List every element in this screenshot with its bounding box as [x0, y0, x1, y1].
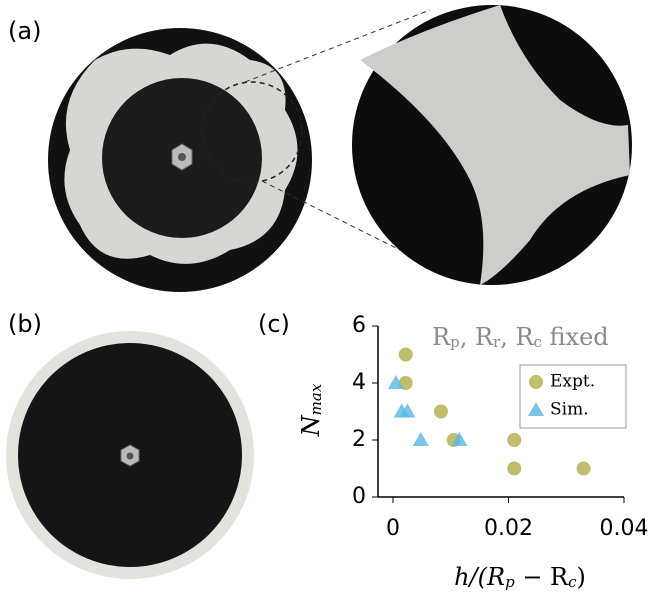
x-axis-label: h/(Rp − Rc): [454, 563, 586, 591]
annotation-part: , R: [500, 323, 534, 351]
point: [434, 405, 448, 419]
annotation-part: R: [432, 323, 451, 351]
x-label-part: − R: [515, 563, 569, 591]
legend-label: Sim.: [550, 400, 589, 420]
legend-label: Expt.: [550, 372, 595, 392]
y-label-part: max: [307, 383, 325, 415]
point: [577, 462, 591, 476]
y-axis-label: Nmax: [297, 383, 325, 437]
chart: 0 2 4 6 0 0.02 0.04 Expt. Sim. Rp, Rr, Rc fixed h/…: [297, 313, 649, 591]
panel-label: (a): [8, 17, 41, 45]
figure: (a) (b) (c) 0 2 4 6 0 0.02 0.04 Expt. Sim. Rp, Rr…: [0, 0, 669, 595]
y-tick-label: 6: [352, 313, 366, 338]
point: [507, 433, 521, 447]
point: [507, 462, 521, 476]
panel-label: (b): [8, 310, 42, 338]
x-tick-label: 0.02: [484, 516, 533, 541]
point: [399, 348, 413, 362]
x-label-part: p: [505, 573, 515, 591]
photo-b: [6, 331, 254, 579]
annotation-part: c: [534, 333, 542, 351]
triangle-point: [413, 432, 429, 446]
y-tick-label: 2: [352, 427, 366, 452]
y-tick-label: 4: [352, 370, 366, 395]
photo-zoom: [352, 5, 632, 285]
panel-label: (c): [258, 310, 290, 338]
x-label-part: h/(R: [454, 563, 505, 591]
annotation: Rp, Rr, Rc fixed: [432, 323, 609, 351]
point: [529, 375, 543, 389]
annotation-part: , R: [460, 323, 494, 351]
annotation-part: p: [450, 333, 460, 351]
y-label-part: N: [297, 414, 325, 437]
x-tick-label: 0: [386, 516, 400, 541]
annotation-part: fixed: [542, 323, 609, 351]
y-tick-label: 0: [352, 484, 366, 509]
x-tick-label: 0.04: [600, 516, 649, 541]
x-label-part: ): [577, 563, 586, 591]
